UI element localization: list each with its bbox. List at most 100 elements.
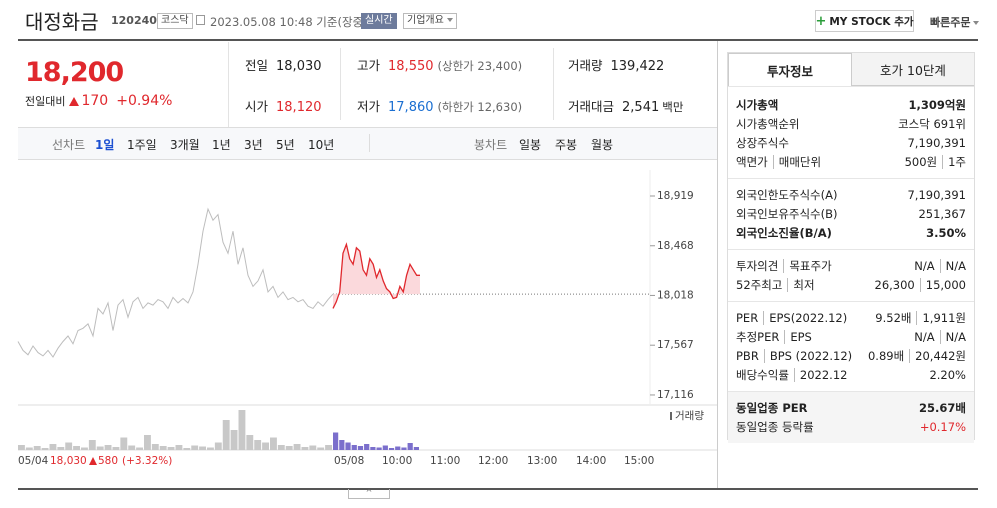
prev-rate: (+3.32%)	[122, 455, 172, 467]
volume-bar	[81, 447, 88, 450]
info-label: 상장주식수	[736, 135, 789, 151]
info-value: 0.89배 20,442원	[868, 348, 966, 364]
volume-bar	[136, 447, 143, 450]
volume-bar	[301, 447, 309, 450]
info-value: N/A N/A	[914, 258, 966, 273]
info-label: 시가총액	[736, 97, 778, 113]
info-row: 시가총액순위 코스닥 691위	[736, 114, 966, 133]
volume-bar	[222, 420, 230, 450]
period-tab[interactable]: 10년	[308, 138, 335, 152]
volume-bar	[325, 445, 332, 450]
y-tick-label: 17,116	[657, 389, 694, 401]
volume-bar	[370, 447, 376, 450]
x-tick-label: 14:00	[576, 455, 606, 467]
quote-item: 고가 18,550 (상한가 23,400)	[357, 55, 522, 74]
period-tab[interactable]: 일봉	[519, 138, 542, 152]
quote-item: 거래대금 2,541 백만	[568, 96, 683, 115]
label-part: 최저	[787, 277, 815, 292]
panel-tab[interactable]: 투자정보	[728, 53, 852, 86]
info-value: 26,300 15,000	[875, 277, 966, 292]
volume-bar	[49, 444, 57, 450]
volume-bar	[401, 447, 407, 450]
period-tab[interactable]: 1년	[212, 138, 231, 152]
volume-bar	[25, 447, 33, 450]
change-rate: +0.94%	[116, 93, 173, 109]
info-row: 액면가 매매단위 500원 1주	[736, 152, 966, 171]
volume-bar	[120, 437, 128, 450]
period-tab[interactable]: 3년	[244, 138, 263, 152]
period-tab[interactable]: 1일	[95, 138, 115, 152]
value-part: 2.20%	[929, 367, 966, 382]
volume-icon	[670, 412, 672, 420]
volume-bar	[73, 446, 80, 450]
prev-change: 580	[98, 455, 118, 467]
divider	[228, 42, 229, 128]
value-part: 0.89배	[867, 348, 905, 363]
info-label: PER EPS(2022.12)	[736, 310, 848, 325]
divider	[340, 48, 341, 120]
period-tab[interactable]: 1주일	[127, 138, 157, 152]
overview-button[interactable]: 기업개요	[403, 13, 457, 29]
info-label: 투자의견 목표주가	[736, 258, 832, 274]
label-part: BPS (2022.12)	[763, 348, 853, 363]
value-part: 251,367	[918, 206, 966, 221]
quote-item: 거래량 139,422	[568, 55, 664, 74]
volume-bar	[191, 445, 199, 450]
value-part: 20,442원	[909, 348, 966, 363]
info-row: 외국인보유주식수(B) 251,367	[736, 204, 966, 223]
mystock-text: MY STOCK 추가	[829, 15, 914, 28]
volume-bar	[159, 446, 167, 450]
realtime-badge[interactable]: 실시간	[361, 13, 397, 29]
volume-bar	[183, 448, 191, 450]
volume-bar	[277, 445, 285, 450]
volume-bar	[151, 444, 159, 450]
volume-bar	[351, 445, 357, 450]
info-value: 25.67배	[919, 400, 966, 416]
info-row: 외국인소진율(B/A) 3.50%	[736, 223, 966, 242]
info-row: 추정PER EPS N/A N/A	[736, 327, 966, 346]
quick-order[interactable]: 빠른주문	[930, 14, 980, 30]
quote-label: 거래량	[568, 58, 603, 73]
mystock-button[interactable]: + MY STOCK 추가	[815, 10, 914, 32]
y-tick-label: 17,567	[657, 339, 694, 351]
volume-bar	[339, 440, 345, 450]
volume-bar	[246, 435, 254, 450]
value-part: 500원	[904, 154, 938, 169]
volume-bar	[112, 447, 120, 450]
caret	[973, 21, 980, 25]
label-part: 동일업종 PER	[736, 400, 808, 415]
label-part: 투자의견	[736, 258, 779, 273]
period-tab[interactable]: 주봉	[555, 138, 578, 152]
quote-value: 18,120	[276, 100, 322, 115]
info-label: 52주최고 최저	[736, 277, 815, 293]
volume-bar	[199, 446, 206, 450]
volume-bar	[254, 440, 262, 450]
label-part: PBR	[736, 348, 759, 363]
label-part: 시가총액	[736, 97, 779, 112]
pane-divider	[717, 41, 718, 489]
value-part: 1,911원	[916, 310, 966, 325]
value-part: 7,190,391	[907, 135, 966, 150]
panel-tab[interactable]: 호가 10단계	[852, 53, 974, 86]
period-tab[interactable]: 월봉	[591, 138, 614, 152]
value-part: 9.52배	[875, 310, 912, 325]
quote-extra: (상한가 23,400)	[437, 59, 523, 73]
label-part: 52주최고	[736, 277, 783, 292]
tab-label: 선차트	[52, 138, 86, 152]
volume-bar	[382, 445, 388, 450]
period-tab[interactable]: 3개월	[170, 138, 200, 152]
y-tick-label: 18,919	[657, 190, 694, 202]
y-tick-label: 18,018	[657, 289, 694, 301]
stock-code: 120240	[111, 14, 157, 27]
info-value: 500원 1주	[905, 154, 966, 170]
top-rule	[18, 39, 978, 41]
prev-close: 18,030	[50, 455, 87, 467]
collapse-button[interactable]: ^	[348, 489, 390, 499]
period-tab[interactable]: 5년	[276, 138, 295, 152]
value-part: 1주	[942, 154, 966, 169]
quote-label: 시가	[245, 99, 269, 114]
info-label: 외국인보유주식수(B)	[736, 206, 838, 222]
quote-extra: (하한가 12,630)	[437, 100, 523, 114]
label-part: PER	[736, 310, 759, 325]
